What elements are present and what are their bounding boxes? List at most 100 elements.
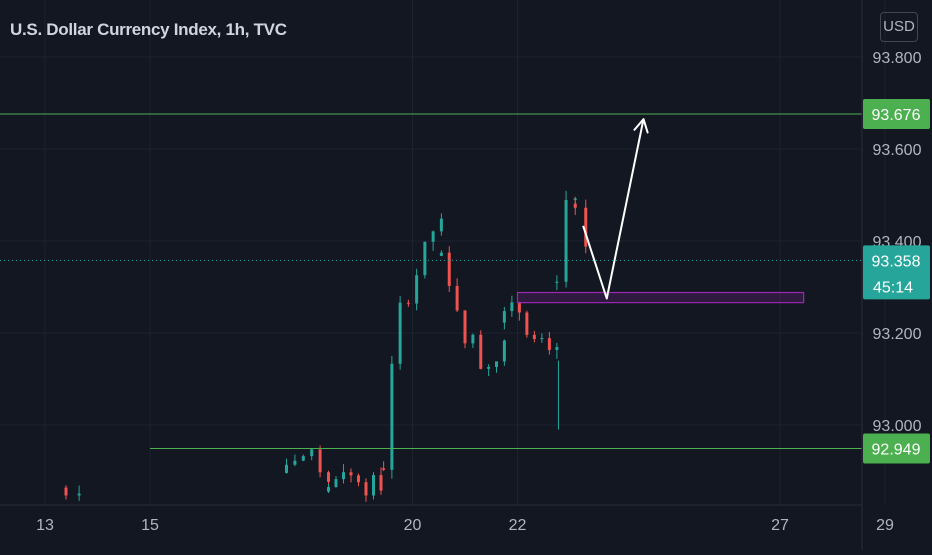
candle-body (471, 334, 475, 344)
candle-body (406, 302, 410, 304)
candle (439, 250, 443, 257)
candle (584, 199, 588, 254)
candle (301, 454, 305, 462)
candle (463, 310, 467, 349)
candle-body (455, 285, 459, 311)
time-tick-label: 15 (141, 517, 159, 534)
candle (64, 485, 68, 500)
candle (318, 445, 322, 478)
candle (555, 342, 559, 359)
candle-body (327, 486, 330, 492)
candle-body (423, 241, 427, 276)
candle-body (510, 302, 514, 312)
candle (517, 301, 521, 321)
overlays (0, 113, 862, 449)
candle (379, 467, 383, 495)
candle-body (439, 218, 443, 232)
candle (415, 268, 419, 311)
candle (555, 275, 559, 291)
projection-arrow-head (633, 118, 649, 134)
candle (447, 246, 451, 293)
candle-body (540, 338, 544, 340)
last-price-label: 93.358 (872, 253, 921, 270)
price-tick-label: 93.800 (873, 50, 922, 67)
candle-body (525, 312, 529, 335)
candle (310, 448, 314, 461)
candle (502, 339, 506, 366)
candle-body (318, 449, 322, 473)
candle-body (564, 199, 568, 282)
candle-body (495, 361, 498, 367)
candles (64, 190, 588, 502)
candle (293, 454, 297, 467)
candle-body (349, 472, 353, 476)
candle-body (447, 252, 451, 286)
candle-body (357, 475, 360, 483)
candle (471, 333, 475, 348)
candle (564, 190, 568, 288)
candle-body (479, 334, 483, 369)
candle (487, 364, 491, 377)
candle-body (463, 310, 467, 344)
price-tick-label: 93.600 (873, 142, 922, 159)
candle-body (398, 302, 402, 364)
candle (382, 461, 386, 471)
price-labels: 93.676 92.949 93.358 45:14 (863, 99, 930, 464)
candle-body (555, 281, 559, 283)
currency-button[interactable]: USD (880, 12, 918, 42)
time-tick-label: 29 (876, 517, 894, 534)
chart-title: U.S. Dollar Currency Index, 1h, TVC (10, 20, 287, 39)
last-price-label-bg (863, 245, 930, 300)
candle (77, 485, 81, 501)
candle-body (301, 456, 305, 461)
candle (334, 475, 338, 488)
bar-countdown-label: 45:14 (873, 279, 913, 296)
candle (349, 468, 353, 483)
candle (532, 330, 536, 343)
candle (439, 213, 443, 236)
candle-body (487, 366, 491, 369)
candle-body (364, 482, 368, 496)
candle (455, 278, 459, 312)
candle (547, 332, 551, 355)
candle-body (502, 311, 506, 323)
candle (327, 483, 330, 493)
candle (390, 355, 394, 479)
price-tick-label: 93.000 (873, 418, 922, 435)
candle-body (517, 302, 521, 313)
level-label-bg (863, 433, 930, 464)
time-tick-label: 27 (771, 517, 789, 534)
time-tick-label: 13 (36, 517, 54, 534)
demand-zone (516, 291, 805, 304)
candle-body (415, 275, 419, 304)
candle (540, 333, 544, 343)
candle-body (379, 475, 383, 491)
candle (285, 458, 288, 474)
candle-body (64, 487, 68, 496)
candle-body (293, 460, 297, 465)
candle-body (439, 252, 443, 256)
candle (372, 472, 375, 500)
time-tick-label: 22 (509, 517, 527, 534)
candle-body (390, 363, 394, 470)
time-axis[interactable]: 131520222729Oct (0, 504, 932, 534)
price-tick-label: 93.200 (873, 326, 922, 343)
candle (431, 230, 435, 251)
candle (406, 299, 410, 307)
candle-body (327, 472, 330, 482)
candle-body (342, 472, 345, 480)
candle-body (573, 203, 577, 208)
candle (398, 295, 402, 370)
candle (573, 196, 577, 215)
level-label-bg (863, 99, 930, 130)
candle (479, 330, 483, 370)
candle-body (372, 475, 375, 496)
candle-body (431, 231, 435, 242)
candle (510, 295, 514, 317)
candle (364, 478, 368, 502)
level-price-label: 92.949 (872, 441, 921, 458)
candle-body (555, 347, 559, 350)
time-tick-label: 20 (404, 517, 422, 534)
